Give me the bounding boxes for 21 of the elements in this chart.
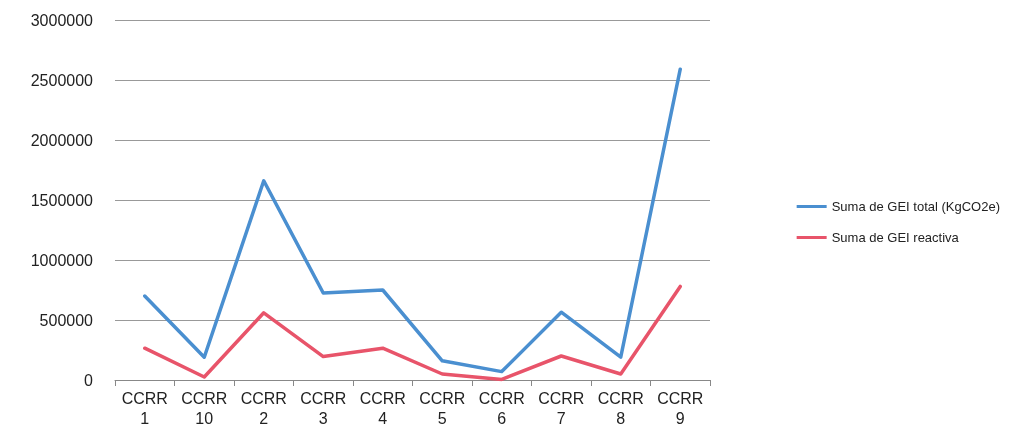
x-tick-label: CCRR 3 [300, 389, 347, 427]
line-series [143, 67, 682, 374]
legend-label: Suma de GEI total (KgCO2e) [831, 199, 1001, 214]
x-tick-label: CCRR 5 [419, 389, 466, 427]
x-tick-label: CCRR 4 [359, 389, 406, 427]
y-tick-label: 500000 [39, 311, 94, 329]
x-tick-label: CCRR 9 [657, 389, 704, 427]
x-tick-label: CCRR 7 [538, 389, 585, 427]
y-tick-label: 2000000 [30, 131, 94, 149]
x-tick-label: CCRR 6 [478, 389, 525, 427]
y-tick-label: 3000000 [30, 11, 94, 29]
x-tick-label: CCRR 1 [121, 389, 168, 427]
y-tick-label: 0 [84, 371, 94, 389]
line-series [143, 284, 682, 382]
x-tick-label: CCRR 10 [181, 389, 228, 427]
x-tick-label: CCRR 2 [240, 389, 287, 427]
x-tick-label: CCRR 8 [597, 389, 644, 427]
legend-label: Suma de GEI reactiva [831, 230, 960, 245]
y-tick-label: 1000000 [30, 251, 94, 269]
y-tick-label: 2500000 [30, 71, 94, 89]
y-tick-label: 1500000 [30, 191, 94, 209]
